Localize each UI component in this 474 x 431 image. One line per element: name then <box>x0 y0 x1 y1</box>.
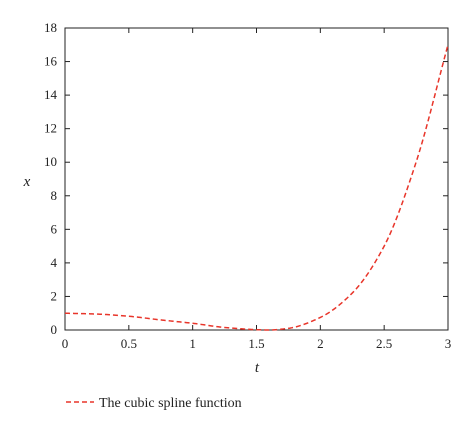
y-tick-label: 0 <box>51 322 58 337</box>
y-tick-label: 4 <box>51 255 58 270</box>
x-axis-label: t <box>255 360 260 376</box>
y-axis-label: x <box>23 174 31 190</box>
y-axis-ticks: 0 2 4 6 8 10 12 14 16 18 <box>44 20 448 337</box>
y-tick-label: 10 <box>44 154 57 169</box>
plot-frame <box>64 27 449 331</box>
x-tick-label: 2 <box>317 336 324 351</box>
x-tick-label: 1.5 <box>248 336 264 351</box>
x-tick-label: 0.5 <box>121 336 137 351</box>
y-tick-label: 18 <box>44 20 57 35</box>
y-tick-label: 8 <box>51 188 58 203</box>
x-tick-label: 3 <box>445 336 452 351</box>
series-line <box>64 44 449 331</box>
y-tick-label: 12 <box>44 121 57 136</box>
y-tick-label: 2 <box>51 288 58 303</box>
y-tick-label: 14 <box>44 87 58 102</box>
legend-label: The cubic spline function <box>99 396 242 411</box>
legend: The cubic spline function <box>66 396 242 411</box>
x-axis-ticks: 0 0.5 1 1.5 2 2.5 3 <box>62 28 452 351</box>
y-tick-label: 6 <box>51 221 58 236</box>
x-tick-label: 1 <box>189 336 196 351</box>
x-tick-label: 0 <box>62 336 69 351</box>
series-layer <box>64 44 449 331</box>
y-tick-label: 16 <box>44 54 58 69</box>
x-tick-label: 2.5 <box>376 336 392 351</box>
